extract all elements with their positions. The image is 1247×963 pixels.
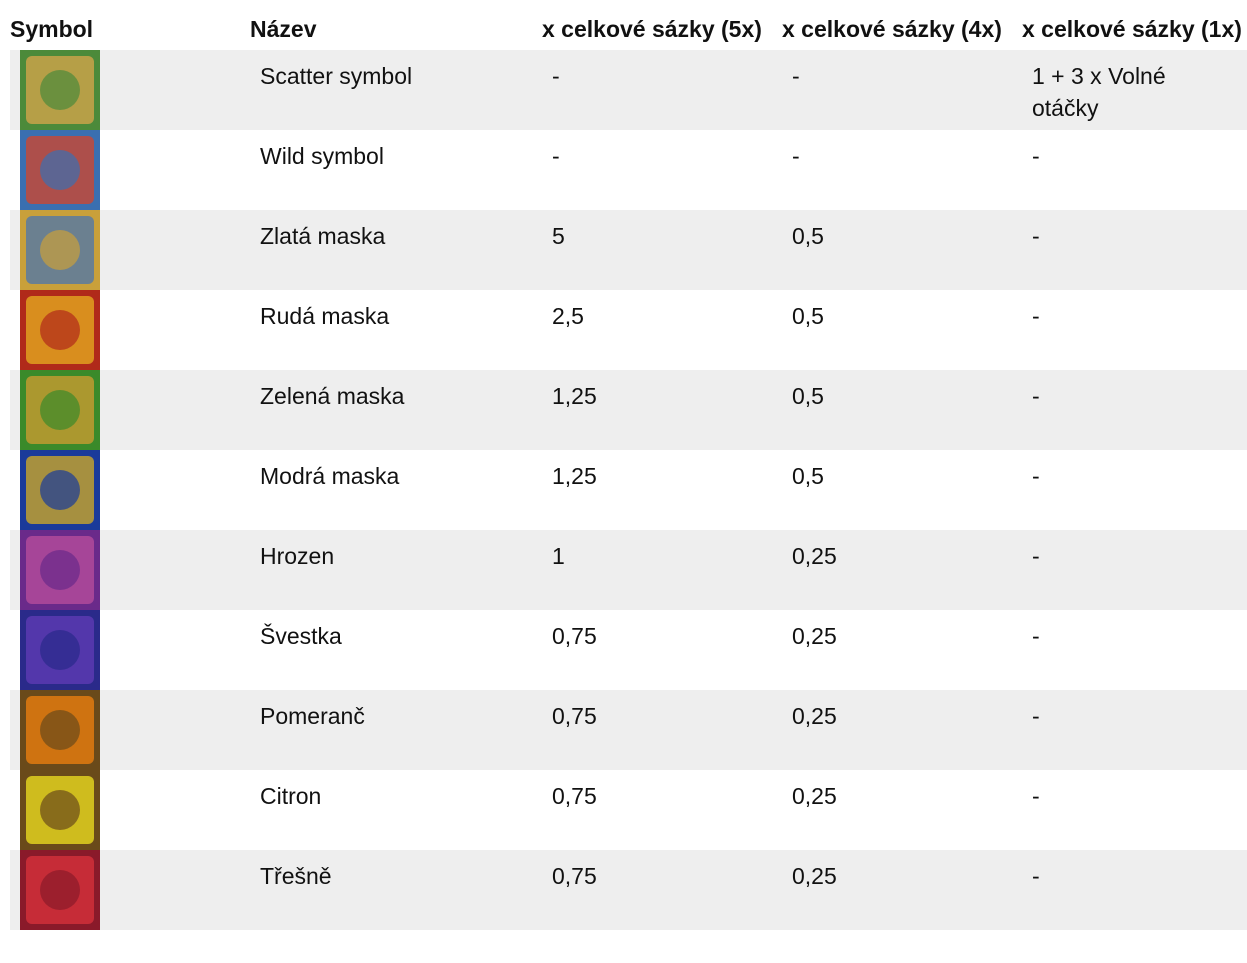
- value-cell: -: [1022, 690, 1247, 770]
- symbol-icon: [20, 850, 100, 930]
- header-cell: Symbol: [10, 16, 94, 42]
- value-cell: -: [1032, 463, 1040, 489]
- symbol-cell: [10, 130, 250, 210]
- symbol-icon: [20, 530, 100, 610]
- name-cell: Pomeranč: [250, 690, 542, 770]
- name-cell: Citron: [260, 783, 322, 809]
- name-cell: Modrá maska: [260, 463, 400, 489]
- name-cell: Třešně: [250, 850, 542, 930]
- symbol-cell: [10, 610, 250, 690]
- value-cell: 0,25: [782, 850, 1022, 930]
- symbol-cell: [10, 290, 250, 370]
- header-cell: x celkové sázky (4x): [782, 16, 1002, 42]
- value-cell: 0,25: [782, 530, 1022, 610]
- table-row: Wild symbol - - -: [10, 130, 1247, 210]
- value-cell: 0,5: [792, 303, 824, 329]
- table-row: Švestka 0,75 0,25 -: [10, 610, 1247, 690]
- value-cell: 0,5: [782, 370, 1022, 450]
- table-row: Citron 0,75 0,25 -: [10, 770, 1247, 850]
- symbol-icon: [20, 450, 100, 530]
- value-cell: -: [552, 143, 560, 169]
- value-cell: 0,5: [782, 210, 1022, 290]
- symbol-icon: [20, 130, 100, 210]
- value-cell: 0,75: [552, 783, 597, 809]
- symbol-cell: [10, 450, 250, 530]
- symbol-icon: [20, 610, 100, 690]
- value-cell: -: [542, 50, 782, 130]
- value-cell: -: [1022, 370, 1247, 450]
- table-row: Rudá maska 2,5 0,5 -: [10, 290, 1247, 370]
- table-row: Zlatá maska 5 0,5-: [10, 210, 1247, 290]
- table-row: Zelená maska 1,25 0,5-: [10, 370, 1247, 450]
- value-cell: 5: [542, 210, 782, 290]
- value-cell: 0,25: [792, 623, 837, 649]
- symbol-cell: [10, 530, 250, 610]
- header-row: Symbol Název x celkové sázky (5x) x celkové…: [10, 12, 1247, 50]
- symbol-cell: [10, 690, 250, 770]
- header-cell: x celkové sázky (1x): [1022, 16, 1242, 42]
- value-cell: -: [792, 143, 800, 169]
- table-row: Pomeranč 0,75 0,25-: [10, 690, 1247, 770]
- symbol-icon: [20, 690, 100, 770]
- symbol-cell: [10, 50, 250, 130]
- value-cell: -: [1022, 530, 1247, 610]
- value-cell: -: [1032, 303, 1040, 329]
- value-cell: 1,25: [542, 370, 782, 450]
- symbol-cell: [10, 210, 250, 290]
- symbol-icon: [20, 290, 100, 370]
- value-cell: 2,5: [552, 303, 584, 329]
- name-cell: Scatter symbol: [250, 50, 542, 130]
- symbol-icon: [20, 50, 100, 130]
- value-cell: -: [782, 50, 1022, 130]
- value-cell: 1: [542, 530, 782, 610]
- name-cell: Wild symbol: [260, 143, 384, 169]
- value-cell: -: [1032, 783, 1040, 809]
- value-cell: 0,75: [552, 623, 597, 649]
- value-cell: -: [1022, 850, 1247, 930]
- table-row: Modrá maska 1,25 0,5 -: [10, 450, 1247, 530]
- name-cell: Švestka: [260, 623, 342, 649]
- table-body: Scatter symbol - -1 + 3 x Volné otáčky Wil…: [10, 50, 1247, 930]
- symbol-cell: [10, 370, 250, 450]
- table-row: Scatter symbol - -1 + 3 x Volné otáčky: [10, 50, 1247, 130]
- name-cell: Hrozen: [250, 530, 542, 610]
- value-cell: 0,25: [782, 690, 1022, 770]
- paytable: Symbol Název x celkové sázky (5x) x celkové…: [10, 12, 1247, 930]
- value-cell: 1,25: [552, 463, 597, 489]
- value-cell: 0,75: [542, 850, 782, 930]
- name-cell: Zlatá maska: [250, 210, 542, 290]
- symbol-cell: [10, 770, 250, 850]
- symbol-icon: [20, 210, 100, 290]
- value-cell: 0,5: [792, 463, 824, 489]
- name-cell: Zelená maska: [250, 370, 542, 450]
- header-cell: x celkové sázky (5x): [542, 16, 762, 42]
- name-cell: Rudá maska: [260, 303, 390, 329]
- symbol-cell: [10, 850, 250, 930]
- value-cell: -: [1032, 623, 1040, 649]
- table-row: Hrozen 1 0,25-: [10, 530, 1247, 610]
- symbol-icon: [20, 370, 100, 450]
- value-cell: 1 + 3 x Volné otáčky: [1022, 50, 1247, 130]
- table-row: Třešně 0,75 0,25-: [10, 850, 1247, 930]
- value-cell: -: [1022, 210, 1247, 290]
- symbol-icon: [20, 770, 100, 850]
- value-cell: 0,75: [542, 690, 782, 770]
- header-cell: Název: [250, 16, 317, 42]
- value-cell: 0,25: [792, 783, 837, 809]
- value-cell: -: [1032, 143, 1040, 169]
